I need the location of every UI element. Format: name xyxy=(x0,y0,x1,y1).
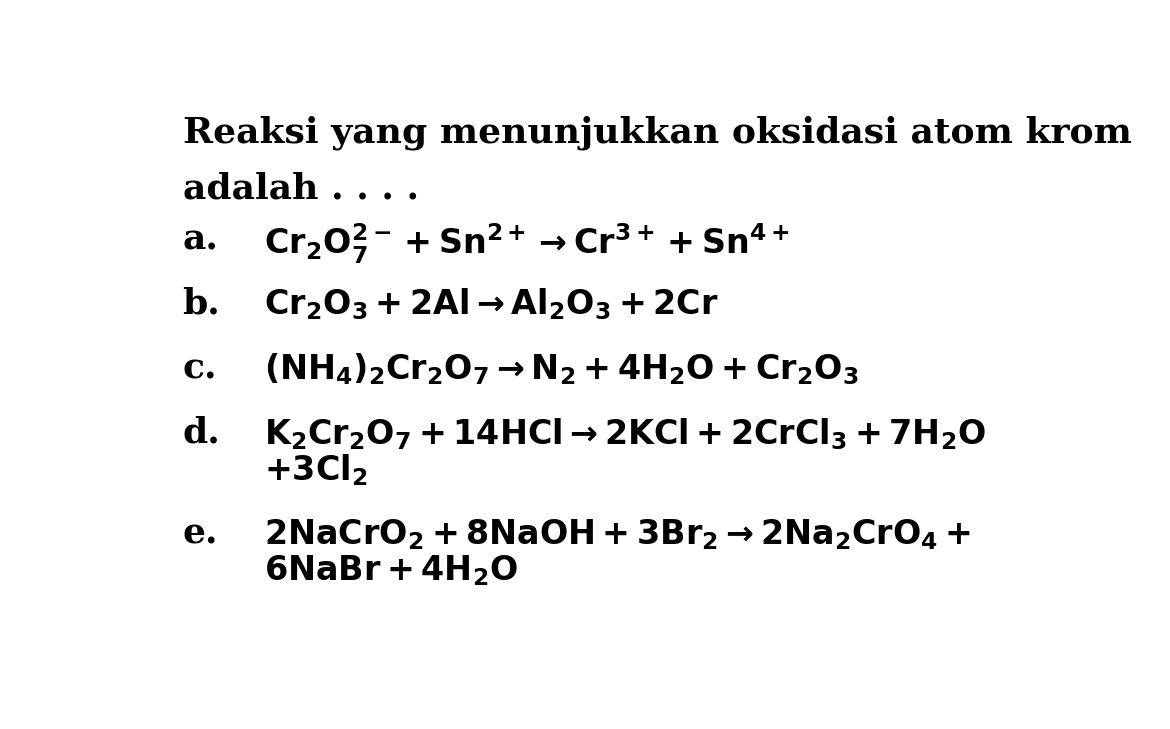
Text: d.: d. xyxy=(183,416,220,450)
Text: $\mathbf{6NaBr + 4H_2O}$: $\mathbf{6NaBr + 4H_2O}$ xyxy=(264,553,518,588)
Text: $\mathbf{K_2Cr_2O_7 + 14HCl \rightarrow 2KCl + 2CrCl_3 + 7H_2O}$: $\mathbf{K_2Cr_2O_7 + 14HCl \rightarrow … xyxy=(264,416,986,451)
Text: $\mathbf{(NH_4)_2Cr_2O_7 \rightarrow N_2 + 4H_2O + Cr_2O_3}$: $\mathbf{(NH_4)_2Cr_2O_7 \rightarrow N_2… xyxy=(264,351,859,387)
Text: $\mathbf{Cr_2O_3 + 2Al \rightarrow Al_2O_3 + 2Cr}$: $\mathbf{Cr_2O_3 + 2Al \rightarrow Al_2O… xyxy=(264,286,718,322)
Text: e.: e. xyxy=(183,517,218,551)
Text: $\mathbf{2NaCrO_2 + 8NaOH + 3Br_2 \rightarrow 2Na_2CrO_4 +}$: $\mathbf{2NaCrO_2 + 8NaOH + 3Br_2 \right… xyxy=(264,517,971,552)
Text: $\mathbf{Cr_2O_7^{2-} + Sn^{2+} \rightarrow Cr^{3+} + Sn^{4+}}$: $\mathbf{Cr_2O_7^{2-} + Sn^{2+} \rightar… xyxy=(264,222,790,267)
Text: Reaksi yang menunjukkan oksidasi atom krom: Reaksi yang menunjukkan oksidasi atom kr… xyxy=(183,116,1131,150)
Text: c.: c. xyxy=(183,351,216,386)
Text: b.: b. xyxy=(183,286,220,321)
Text: adalah . . . .: adalah . . . . xyxy=(183,172,419,206)
Text: a.: a. xyxy=(183,222,219,256)
Text: $\mathbf{+ 3Cl_2}$: $\mathbf{+ 3Cl_2}$ xyxy=(264,452,367,488)
